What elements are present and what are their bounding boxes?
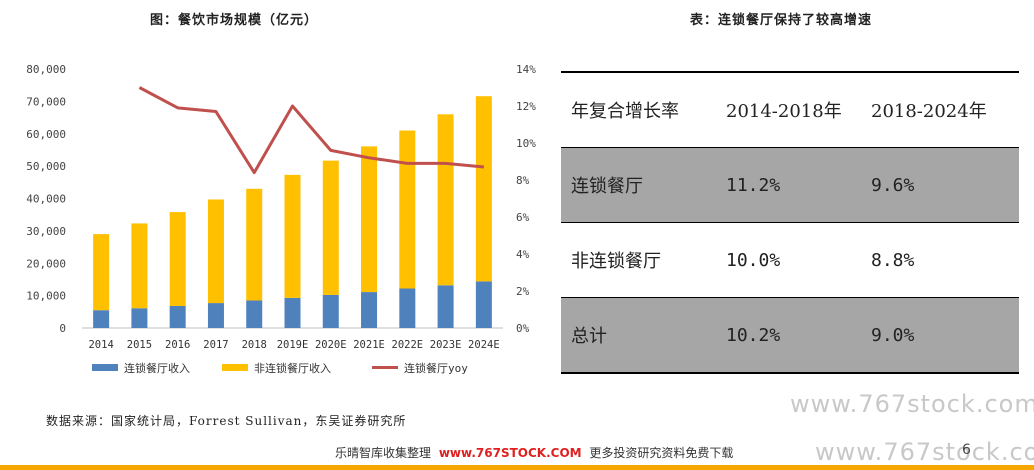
table-title: 表：连锁餐厅保持了较高增速 xyxy=(690,13,873,28)
bar-segment xyxy=(361,292,378,328)
source-note: 数据来源：国家统计局，Forrest Sullivan，东吴证券研究所 xyxy=(46,414,407,428)
table-header-row: 年复合增长率 2014-2018年 2018-2024年 xyxy=(561,71,1019,148)
legend-label: 连锁餐厅收入 xyxy=(124,361,190,375)
bar-segment xyxy=(131,223,148,309)
footer-left-text: 乐晴智库收集整理 xyxy=(335,446,432,460)
table-header-cell: 2014-2018年 xyxy=(716,71,861,148)
y-left-tick-label: 40,000 xyxy=(26,193,66,206)
y-right-tick-label: 2% xyxy=(516,285,530,298)
x-tick-label: 2023E xyxy=(430,339,462,351)
bar-segment xyxy=(131,308,148,328)
bar-segment xyxy=(246,188,263,301)
y-right-tick-label: 10% xyxy=(516,137,536,150)
y-left-tick-label: 30,000 xyxy=(26,225,66,238)
legend-label: 连锁餐厅yoy xyxy=(404,361,468,375)
bar-segment xyxy=(207,199,224,304)
y-left-tick-label: 80,000 xyxy=(26,63,66,76)
bar-segment xyxy=(284,174,301,298)
table-cell: 10.2% xyxy=(716,297,861,374)
y-left-tick-label: 10,000 xyxy=(26,290,66,303)
y-right-tick-label: 6% xyxy=(516,211,530,224)
page-number: 6 xyxy=(962,442,971,458)
bar-segment xyxy=(475,96,492,282)
watermark: www.767stock.com xyxy=(790,390,1034,418)
x-tick-label: 2024E xyxy=(468,339,500,351)
table-header-cell: 年复合增长率 xyxy=(561,71,716,148)
x-tick-label: 2021E xyxy=(353,339,385,351)
legend-swatch xyxy=(92,364,118,371)
y-left-tick-label: 60,000 xyxy=(26,128,66,141)
x-tick-label: 2017 xyxy=(203,339,228,351)
bar-segment xyxy=(322,294,339,328)
table-cell: 11.2% xyxy=(716,147,861,223)
y-right-tick-label: 12% xyxy=(516,100,536,113)
chart-title: 图：餐饮市场规模（亿元） xyxy=(150,13,319,28)
table-row: 连锁餐厅 11.2% 9.6% xyxy=(561,147,1019,223)
legend-label: 非连锁餐厅收入 xyxy=(254,361,331,375)
footer-rule xyxy=(0,465,1034,470)
bar-segment xyxy=(207,303,224,328)
x-tick-label: 2022E xyxy=(392,339,424,351)
table-cell: 9.0% xyxy=(861,297,1019,374)
x-tick-label: 2018 xyxy=(242,339,267,351)
footer-right-text: 更多投资研究资料免费下载 xyxy=(589,446,734,460)
bar-segment xyxy=(475,281,492,328)
y-right-tick-label: 8% xyxy=(516,174,530,187)
bar-segment xyxy=(437,114,454,286)
watermark: www.767stock.com xyxy=(815,438,1034,466)
table-header-cell: 2018-2024年 xyxy=(861,71,1019,148)
bar-segment xyxy=(437,285,454,328)
y-right-tick-label: 4% xyxy=(516,248,530,261)
x-tick-label: 2020E xyxy=(315,339,347,351)
table-row-label: 连锁餐厅 xyxy=(561,147,716,223)
table-row: 总计 10.2% 9.0% xyxy=(561,297,1019,374)
x-tick-label: 2015 xyxy=(127,339,152,351)
bar-segment xyxy=(322,160,339,295)
y-left-tick-label: 20,000 xyxy=(26,257,66,270)
bar-segment xyxy=(169,305,186,328)
table-row: 非连锁餐厅 10.0% 8.8% xyxy=(561,222,1019,298)
bar-segment xyxy=(361,146,378,293)
market-size-chart: 0 10,000 20,000 30,000 40,000 50,000 60,000 70,… xyxy=(26,63,536,375)
bar-segment xyxy=(93,310,110,328)
table-cell: 9.6% xyxy=(861,147,1019,223)
bar-segment xyxy=(284,297,301,328)
x-tick-label: 2014 xyxy=(88,339,113,351)
y-right-tick-label: 0% xyxy=(516,322,530,335)
table-cell: 8.8% xyxy=(861,222,1019,298)
x-tick-label: 2019E xyxy=(277,339,309,351)
cagr-table: 年复合增长率 2014-2018年 2018-2024年 连锁餐厅 11.2% … xyxy=(561,71,1019,374)
bar-segment xyxy=(399,288,416,328)
legend-swatch xyxy=(222,364,248,371)
table-row-label: 非连锁餐厅 xyxy=(561,222,716,298)
bar-segment xyxy=(399,130,416,289)
bar-segment xyxy=(246,300,263,328)
y-left-tick-label: 0 xyxy=(59,322,66,335)
bar-segment xyxy=(169,212,186,306)
bar-segment xyxy=(93,234,110,311)
footer-site-link[interactable]: www.767STOCK.COM xyxy=(438,446,582,460)
y-left-tick-label: 50,000 xyxy=(26,160,66,173)
yoy-line xyxy=(138,86,485,175)
x-tick-label: 2016 xyxy=(165,339,190,351)
y-left-tick-label: 70,000 xyxy=(26,95,66,108)
table-row-label: 总计 xyxy=(561,297,716,374)
table-cell: 10.0% xyxy=(716,222,861,298)
footer: 乐晴智库收集整理 www.767STOCK.COM 更多投资研究资料免费下载 xyxy=(335,444,733,461)
y-right-tick-label: 14% xyxy=(516,63,536,76)
